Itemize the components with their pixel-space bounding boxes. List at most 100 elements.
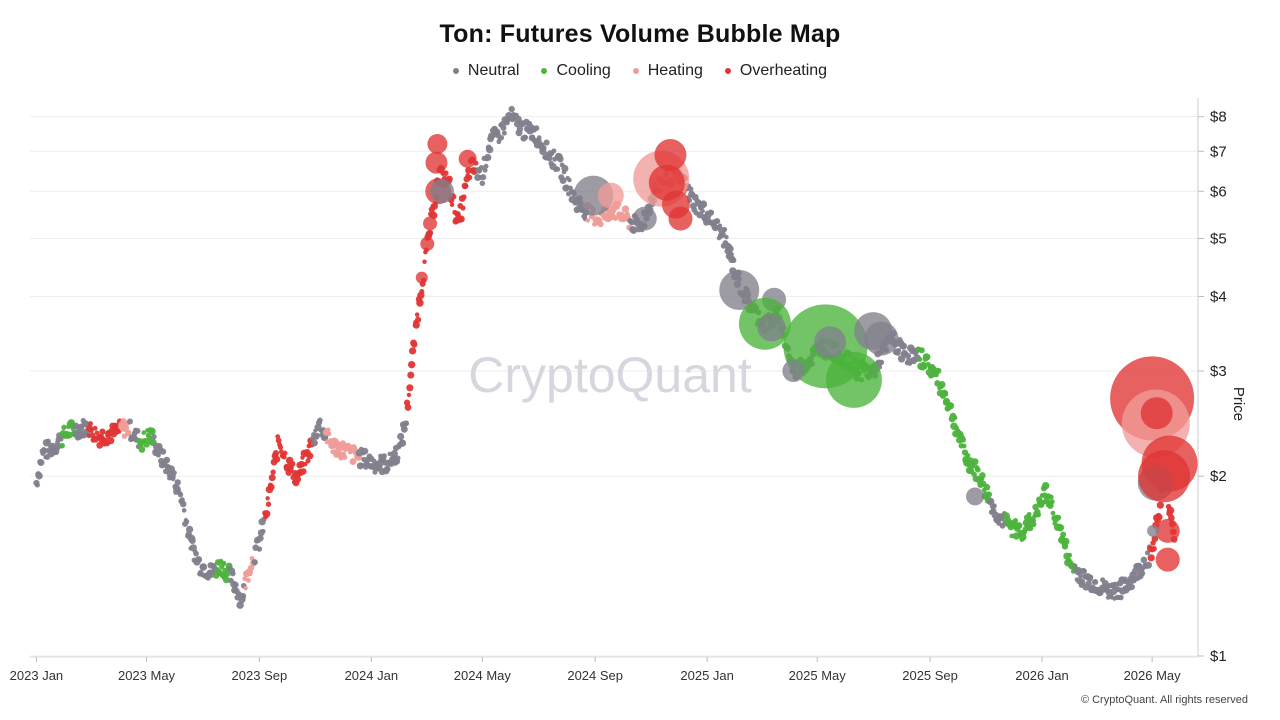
price-point <box>419 289 425 295</box>
price-point <box>1067 552 1073 558</box>
price-point <box>159 448 167 455</box>
legend-item-neutral[interactable]: Neutral <box>452 62 519 80</box>
price-point <box>480 174 487 181</box>
volume-bubble <box>429 179 454 204</box>
price-point <box>905 352 912 360</box>
price-point <box>265 496 270 501</box>
price-point <box>317 417 323 424</box>
price-point <box>174 479 181 486</box>
price-point <box>411 341 418 348</box>
volume-bubble <box>415 271 428 284</box>
price-point <box>1012 518 1019 524</box>
price-point <box>508 105 515 113</box>
x-tick-label: 2023 Sep <box>232 668 288 683</box>
price-point <box>88 421 93 427</box>
volume-bubble <box>814 326 847 359</box>
price-point <box>1075 566 1082 574</box>
price-point <box>141 430 147 435</box>
price-point <box>256 534 264 542</box>
price-point <box>92 425 98 431</box>
price-point <box>398 439 407 447</box>
legend-item-overheating[interactable]: Overheating <box>724 62 828 80</box>
price-point <box>138 446 146 453</box>
price-point <box>899 342 908 350</box>
price-point <box>294 476 302 483</box>
price-point <box>948 402 954 408</box>
price-point <box>45 438 51 444</box>
price-point <box>381 453 387 459</box>
price-point <box>268 474 276 482</box>
y-tick-label: $6 <box>1210 183 1227 200</box>
price-point <box>1079 579 1086 586</box>
x-tick-label: 2023 May <box>118 668 176 683</box>
y-axis-label: Price <box>1230 387 1247 421</box>
price-point <box>179 500 187 508</box>
price-point <box>585 218 591 223</box>
price-point <box>1055 514 1062 521</box>
copyright-footer: © CryptoQuant. All rights reserved <box>1080 694 1248 706</box>
price-point <box>1140 556 1148 564</box>
legend-label-overheating: Overheating <box>739 62 828 79</box>
price-point <box>1077 572 1084 579</box>
legend-marker-overheating <box>724 68 731 74</box>
price-point <box>385 466 391 472</box>
price-point <box>621 205 630 213</box>
volume-bubble <box>864 321 899 356</box>
price-point <box>281 454 287 460</box>
price-point <box>717 223 723 228</box>
price-point <box>116 429 122 434</box>
price-point <box>1035 512 1042 518</box>
price-point <box>478 165 485 171</box>
volume-bubble <box>654 139 687 172</box>
price-point <box>726 245 734 253</box>
x-tick-label: 2025 May <box>789 668 847 683</box>
price-point <box>1026 511 1032 517</box>
price-point <box>935 367 942 374</box>
price-point <box>66 431 73 439</box>
price-point <box>273 455 281 463</box>
price-point <box>896 347 902 353</box>
price-point <box>94 430 100 436</box>
price-point <box>239 592 247 600</box>
price-point <box>463 183 469 189</box>
y-tick-label: $8 <box>1210 109 1227 126</box>
price-point <box>1048 494 1054 500</box>
price-point <box>170 476 176 482</box>
volume-bubble <box>825 351 882 408</box>
price-point <box>612 215 619 221</box>
price-point <box>941 389 949 398</box>
x-tick-label: 2025 Sep <box>902 668 958 683</box>
price-point <box>243 586 248 591</box>
price-point <box>404 404 412 411</box>
price-point <box>1156 514 1163 521</box>
price-point <box>186 525 194 533</box>
price-point <box>37 459 45 467</box>
price-point <box>34 482 40 488</box>
price-point <box>1026 524 1034 532</box>
price-point <box>59 442 65 449</box>
y-tick-label: $3 <box>1210 363 1227 380</box>
price-point <box>1015 522 1023 530</box>
volume-bubble <box>1140 397 1173 430</box>
price-point <box>918 347 925 354</box>
price-point <box>220 560 227 567</box>
legend-marker-cooling <box>541 68 548 74</box>
price-point <box>934 372 939 378</box>
volume-bubble <box>719 270 760 311</box>
price-point <box>310 439 318 447</box>
legend-item-heating[interactable]: Heating <box>632 62 703 80</box>
price-point <box>126 418 134 425</box>
price-point <box>687 186 694 192</box>
price-point <box>536 135 542 141</box>
price-point <box>597 221 604 228</box>
price-point <box>466 174 473 181</box>
x-tick-label: 2024 May <box>454 668 512 683</box>
price-point <box>482 167 488 173</box>
price-point <box>151 433 157 440</box>
legend-item-cooling[interactable]: Cooling <box>541 62 611 80</box>
x-tick-label: 2023 Jan <box>10 668 64 683</box>
price-point <box>1151 545 1157 552</box>
volume-bubble <box>423 216 438 231</box>
price-point <box>1062 537 1070 546</box>
